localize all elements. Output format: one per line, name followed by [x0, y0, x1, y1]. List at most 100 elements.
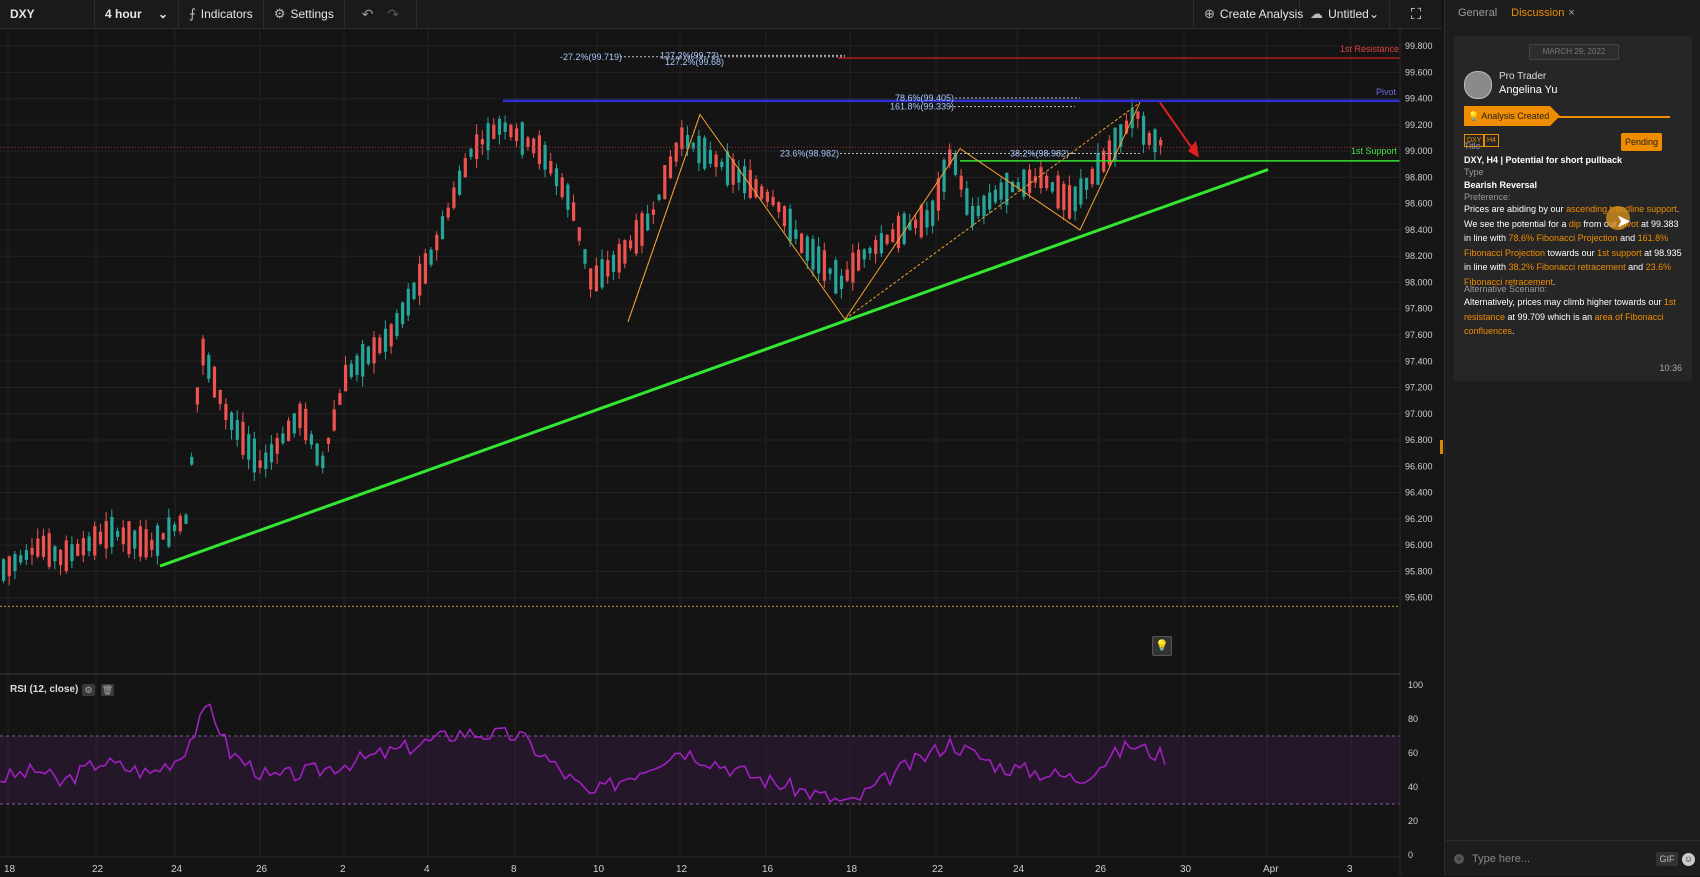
message-input-bar: + Type here... GIF ☺ [1445, 840, 1700, 877]
emoji-icon[interactable]: ☺ [1682, 852, 1695, 866]
candle-body [1090, 168, 1094, 185]
candle-body [383, 328, 388, 352]
candle-body [1010, 181, 1015, 193]
tab-general[interactable]: General [1458, 7, 1498, 19]
undo-icon[interactable]: ↶ [361, 5, 374, 22]
gif-button[interactable]: GIF [1656, 852, 1678, 866]
candle-body [817, 246, 821, 274]
add-icon[interactable]: + [1454, 854, 1464, 864]
candle-body [247, 434, 251, 460]
candle-body [326, 437, 331, 444]
fullscreen-button[interactable]: ⛶ [1390, 0, 1442, 28]
avatar[interactable] [1464, 71, 1492, 99]
lightbulb-icon[interactable]: 💡 [1152, 636, 1172, 656]
text-segment: at 99.383 in line with [1464, 218, 1679, 244]
layout-dropdown[interactable]: ☁ Untitled ⌄ [1300, 0, 1390, 28]
highlight-term: 23.6% Fibonacci retracement [1464, 262, 1672, 287]
create-analysis-button[interactable]: ⊕ Create Analysis [1194, 0, 1303, 28]
rsi-tick-label: 0 [1408, 850, 1413, 860]
candle-body [731, 159, 735, 185]
candle-body [1147, 132, 1151, 145]
candle-body [1096, 153, 1100, 185]
candle-body [902, 213, 906, 245]
candle-body [526, 137, 530, 147]
time-tick-label: 4 [424, 864, 430, 875]
candle-body [885, 235, 889, 244]
type-label: Type [1464, 167, 1484, 177]
time-tick-label: 2 [340, 864, 346, 875]
candle-body [1039, 167, 1043, 189]
settings-button[interactable]: ⚙ Settings [264, 0, 345, 28]
rsi-tick-label: 100 [1408, 680, 1423, 690]
candle-body [423, 253, 427, 284]
candle-body [515, 128, 519, 142]
candle-body [178, 515, 182, 532]
candle-body [1153, 129, 1157, 153]
candle-body [24, 550, 28, 560]
symbol-selector[interactable]: DXY [0, 0, 95, 28]
highlight-term: area of Fibonacci confluences [1464, 311, 1664, 337]
close-icon[interactable]: × [1568, 7, 1575, 19]
candle-body [845, 269, 849, 281]
candle-body [640, 213, 644, 246]
preference-label: Preference: [1464, 192, 1511, 202]
candle-body [868, 248, 872, 254]
candle-body [93, 526, 97, 556]
candle-body [691, 142, 695, 149]
chart-axes: 99.800 99.600 99.400 99.200 99.000 98.800 98.6… [4, 29, 1442, 876]
candle-body [355, 355, 359, 376]
status-badge[interactable]: Pending [1621, 133, 1662, 151]
candle-body [53, 546, 57, 562]
candle-body [509, 124, 513, 138]
indicators-button[interactable]: ⨍ Indicators [179, 0, 264, 28]
candle-body [537, 135, 541, 165]
price-tick-label: 98.600 [1405, 199, 1433, 209]
interval-dropdown[interactable]: 4 hour ⌄ [95, 0, 179, 28]
candle-body [463, 158, 467, 178]
candle-body [418, 263, 422, 296]
price-chart[interactable]: 1st Resistance99.709Pivot99.3831st Suppo… [0, 29, 1442, 876]
tab-discussion[interactable]: Discussion [1511, 7, 1565, 19]
candle-body [520, 122, 524, 155]
candle-body [230, 412, 234, 430]
candle-body [458, 170, 462, 195]
candle-body [1067, 185, 1072, 219]
candle-body [611, 254, 616, 272]
chevron-down-icon: ⌄ [157, 7, 168, 21]
panel-resize-handle[interactable] [1440, 440, 1443, 454]
candle-body [190, 456, 194, 465]
candle-body [252, 438, 256, 473]
candle-body [446, 207, 450, 218]
undo-redo-group: ↶ ↷ [345, 0, 417, 28]
panel-tabs: General Discussion × [1445, 0, 1700, 26]
preference-text: Prices are abiding by our ascending tren… [1464, 202, 1684, 289]
candle-body [121, 527, 125, 545]
candle-body [891, 229, 895, 243]
rsi-delete-button[interactable]: 🗑 [101, 684, 114, 696]
time-tick-label: 26 [256, 864, 268, 875]
price-tick-label: 99.600 [1405, 67, 1433, 77]
text-segment: from our [1580, 218, 1620, 229]
candle-body [138, 526, 142, 557]
message-input[interactable]: Type here... [1472, 853, 1531, 865]
candle-body [429, 249, 433, 265]
chart-toolbar: DXY 4 hour ⌄ ⨍ Indicators ⚙ Settings ↶ ↷ ⊕ Cr… [0, 0, 1442, 29]
chart-area[interactable]: 1st Resistance99.709Pivot99.3831st Suppo… [0, 29, 1443, 876]
candle-body [1056, 175, 1060, 209]
candle-body [81, 538, 85, 556]
settings-label: Settings [290, 7, 334, 21]
candle-body [281, 433, 285, 444]
candle-body [782, 206, 787, 227]
candle-body [708, 150, 712, 164]
price-tick-label: 97.800 [1405, 304, 1433, 314]
rsi-settings-button[interactable]: ⚙ [82, 684, 95, 696]
candle-body [800, 233, 804, 253]
candle-body [59, 549, 63, 566]
time-tick-label: 18 [4, 864, 16, 875]
redo-icon[interactable]: ↷ [387, 5, 399, 22]
candle-body [372, 337, 376, 364]
candle-body [971, 206, 975, 226]
candle-body [1022, 169, 1026, 197]
candle-body [201, 338, 205, 366]
candle-body [315, 443, 319, 466]
